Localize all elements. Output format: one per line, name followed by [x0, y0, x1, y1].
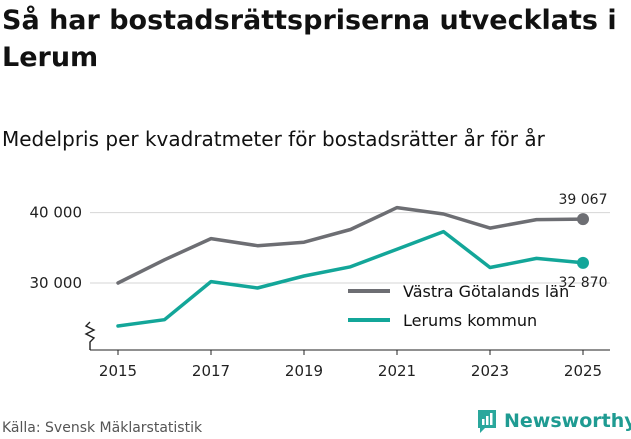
line-chart: 30 000 40 000 2015 2017 2019 2021 2023 2025 39… [30, 192, 610, 380]
series-line [116, 205, 585, 285]
y-tick-label: 40 000 [30, 204, 83, 222]
series-end-point [577, 213, 589, 226]
x-tick-label: 2021 [378, 362, 416, 380]
legend-label: Lerums kommun [403, 311, 537, 330]
gridlines [90, 212, 610, 284]
y-tick-label: 30 000 [30, 274, 83, 292]
legend-label: Västra Götalands län [403, 282, 569, 301]
y-axis: 30 000 40 000 [30, 204, 96, 350]
chart-title: Så har bostadsrättspriserna utvecklats i… [2, 5, 617, 73]
x-tick-label: 2025 [564, 362, 602, 380]
series-end-point [577, 256, 589, 269]
end-value-label: 32 870 [559, 275, 608, 291]
brand-name: Newsworthy [504, 410, 631, 432]
chart-subtitle: Medelpris per kvadratmeter för bostadsrä… [2, 127, 545, 151]
x-tick-label: 2019 [285, 362, 323, 380]
series-layer [116, 205, 589, 328]
x-tick-label: 2017 [192, 362, 230, 380]
x-tick-label: 2023 [471, 362, 509, 380]
newsworthy-logo-icon [478, 410, 496, 433]
end-labels: 39 067 32 870 [559, 192, 608, 291]
source-note: Källa: Svensk Mäklarstatistik [2, 420, 203, 436]
axis-break-icon [84, 321, 96, 350]
legend: Västra Götalands län Lerums kommun [348, 282, 569, 330]
x-axis: 2015 2017 2019 2021 2023 2025 [90, 349, 610, 380]
end-value-label: 39 067 [559, 192, 608, 208]
newsworthy-logo: Newsworthy [476, 408, 631, 434]
series-line [116, 229, 585, 328]
x-tick-label: 2015 [99, 362, 137, 380]
